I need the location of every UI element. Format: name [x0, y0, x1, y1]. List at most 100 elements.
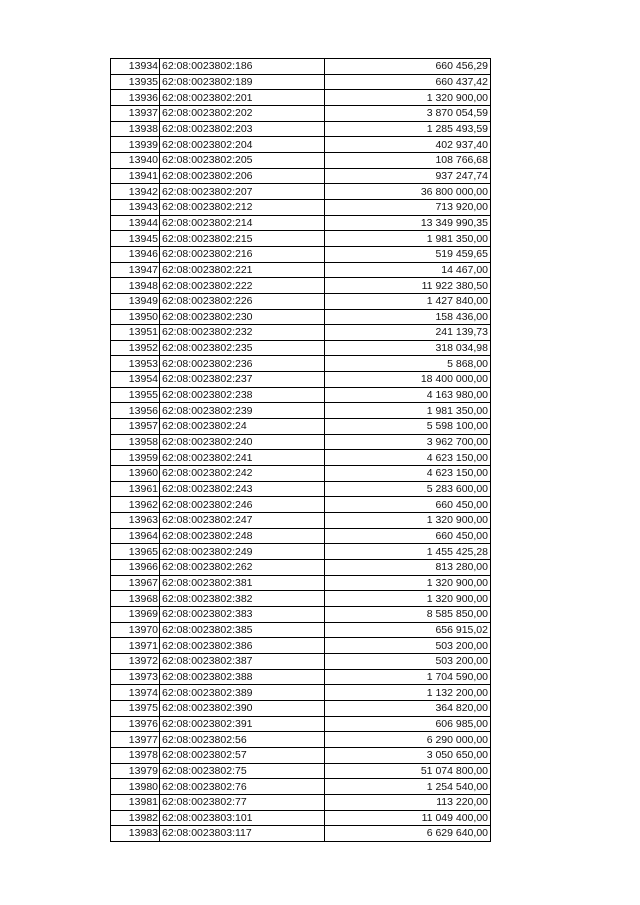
value-cell: 937 247,74: [324, 167, 491, 185]
table-row: 13935 62:08:0023802:189 660 437,42: [110, 73, 491, 91]
table-row: 13966 62:08:0023802:262 813 280,00: [110, 559, 491, 576]
cadastral-number-cell: 62:08:0023802:236: [159, 355, 325, 373]
value-cell: 108 766,68: [324, 151, 491, 169]
table-row: 13953 62:08:0023802:236 5 868,00: [110, 355, 491, 373]
row-number-cell: 13973: [110, 668, 160, 686]
table-row: 13983 62:08:0023803:117 6 629 640,00: [110, 825, 491, 842]
table-row: 13979 62:08:0023802:75 51 074 800,00: [110, 762, 491, 780]
table-row: 13981 62:08:0023802:77 113 220,00: [110, 793, 491, 811]
cadastral-number-cell: 62:08:0023802:204: [159, 136, 325, 153]
cadastral-value-table: 13934 62:08:0023802:186 660 456,29 13935 62:…: [110, 58, 491, 842]
value-cell: 656 915,02: [324, 621, 491, 639]
table-row: 13960 62:08:0023802:242 4 623 150,00: [110, 465, 491, 482]
row-number-cell: 13939: [110, 136, 160, 153]
table-row: 13938 62:08:0023802:203 1 285 493,59: [110, 120, 491, 138]
cadastral-number-cell: 62:08:0023802:237: [159, 371, 325, 388]
table-row: 13937 62:08:0023802:202 3 870 054,59: [110, 104, 491, 122]
table-row: 13946 62:08:0023802:216 519 459,65: [110, 245, 491, 263]
value-cell: 14 467,00: [324, 261, 491, 279]
row-number-cell: 13955: [110, 386, 160, 404]
table-row: 13955 62:08:0023802:238 4 163 980,00: [110, 386, 491, 404]
value-cell: 1 981 350,00: [324, 230, 491, 247]
cadastral-number-cell: 62:08:0023802:247: [159, 512, 325, 529]
cadastral-number-cell: 62:08:0023802:24: [159, 418, 325, 435]
value-cell: 1 285 493,59: [324, 120, 491, 138]
value-cell: 6 629 640,00: [324, 825, 491, 842]
table-row: 13936 62:08:0023802:201 1 320 900,00: [110, 89, 491, 106]
cadastral-number-cell: 62:08:0023802:385: [159, 621, 325, 639]
row-number-cell: 13971: [110, 637, 160, 654]
table-row: 13968 62:08:0023802:382 1 320 900,00: [110, 590, 491, 607]
cadastral-number-cell: 62:08:0023802:216: [159, 245, 325, 263]
row-number-cell: 13956: [110, 402, 160, 420]
row-number-cell: 13952: [110, 339, 160, 357]
cadastral-number-cell: 62:08:0023803:101: [159, 809, 325, 827]
cadastral-number-cell: 62:08:0023802:242: [159, 465, 325, 482]
value-cell: 241 139,73: [324, 324, 491, 341]
row-number-cell: 13948: [110, 277, 160, 294]
row-number-cell: 13964: [110, 527, 160, 545]
table-row: 13977 62:08:0023802:56 6 290 000,00: [110, 731, 491, 748]
table-row: 13942 62:08:0023802:207 36 800 000,00: [110, 183, 491, 200]
row-number-cell: 13975: [110, 699, 160, 717]
table-row: 13947 62:08:0023802:221 14 467,00: [110, 261, 491, 279]
row-number-cell: 13970: [110, 621, 160, 639]
row-number-cell: 13945: [110, 230, 160, 247]
value-cell: 8 585 850,00: [324, 605, 491, 623]
row-number-cell: 13940: [110, 151, 160, 169]
cadastral-number-cell: 62:08:0023802:262: [159, 559, 325, 576]
row-number-cell: 13966: [110, 559, 160, 576]
value-cell: 4 163 980,00: [324, 386, 491, 404]
table-row: 13976 62:08:0023802:391 606 985,00: [110, 715, 491, 733]
row-number-cell: 13959: [110, 449, 160, 467]
value-cell: 3 870 054,59: [324, 104, 491, 122]
row-number-cell: 13962: [110, 496, 160, 514]
cadastral-number-cell: 62:08:0023802:230: [159, 308, 325, 326]
value-cell: 1 704 590,00: [324, 668, 491, 686]
row-number-cell: 13953: [110, 355, 160, 373]
table-row: 13972 62:08:0023802:387 503 200,00: [110, 652, 491, 670]
value-cell: 660 437,42: [324, 73, 491, 91]
row-number-cell: 13965: [110, 543, 160, 560]
value-cell: 6 290 000,00: [324, 731, 491, 748]
table-row: 13951 62:08:0023802:232 241 139,73: [110, 324, 491, 341]
table-body: 13934 62:08:0023802:186 660 456,29 13935 62:…: [110, 58, 491, 842]
value-cell: 51 074 800,00: [324, 762, 491, 780]
row-number-cell: 13942: [110, 183, 160, 200]
value-cell: 1 320 900,00: [324, 574, 491, 592]
value-cell: 813 280,00: [324, 559, 491, 576]
row-number-cell: 13980: [110, 778, 160, 795]
value-cell: 5 868,00: [324, 355, 491, 373]
cadastral-number-cell: 62:08:0023802:390: [159, 699, 325, 717]
value-cell: 1 320 900,00: [324, 512, 491, 529]
value-cell: 5 598 100,00: [324, 418, 491, 435]
table-row: 13958 62:08:0023802:240 3 962 700,00: [110, 433, 491, 451]
value-cell: 318 034,98: [324, 339, 491, 357]
table-row: 13948 62:08:0023802:222 11 922 380,50: [110, 277, 491, 294]
cadastral-number-cell: 62:08:0023802:389: [159, 684, 325, 701]
row-number-cell: 13941: [110, 167, 160, 185]
value-cell: 113 220,00: [324, 793, 491, 811]
value-cell: 1 981 350,00: [324, 402, 491, 420]
row-number-cell: 13961: [110, 480, 160, 498]
cadastral-number-cell: 62:08:0023802:235: [159, 339, 325, 357]
value-cell: 3 962 700,00: [324, 433, 491, 451]
cadastral-number-cell: 62:08:0023802:391: [159, 715, 325, 733]
row-number-cell: 13969: [110, 605, 160, 623]
value-cell: 5 283 600,00: [324, 480, 491, 498]
cadastral-number-cell: 62:08:0023802:206: [159, 167, 325, 185]
cadastral-number-cell: 62:08:0023802:382: [159, 590, 325, 607]
value-cell: 660 450,00: [324, 527, 491, 545]
cadastral-number-cell: 62:08:0023802:186: [159, 58, 325, 75]
row-number-cell: 13977: [110, 731, 160, 748]
table-row: 13978 62:08:0023802:57 3 050 650,00: [110, 746, 491, 764]
row-number-cell: 13976: [110, 715, 160, 733]
cadastral-number-cell: 62:08:0023802:241: [159, 449, 325, 467]
table-row: 13944 62:08:0023802:214 13 349 990,35: [110, 214, 491, 232]
table-row: 13941 62:08:0023802:206 937 247,74: [110, 167, 491, 185]
table-row: 13954 62:08:0023802:237 18 400 000,00: [110, 371, 491, 388]
row-number-cell: 13949: [110, 292, 160, 310]
table-row: 13957 62:08:0023802:24 5 598 100,00: [110, 418, 491, 435]
value-cell: 3 050 650,00: [324, 746, 491, 764]
table-row: 13962 62:08:0023802:246 660 450,00: [110, 496, 491, 514]
